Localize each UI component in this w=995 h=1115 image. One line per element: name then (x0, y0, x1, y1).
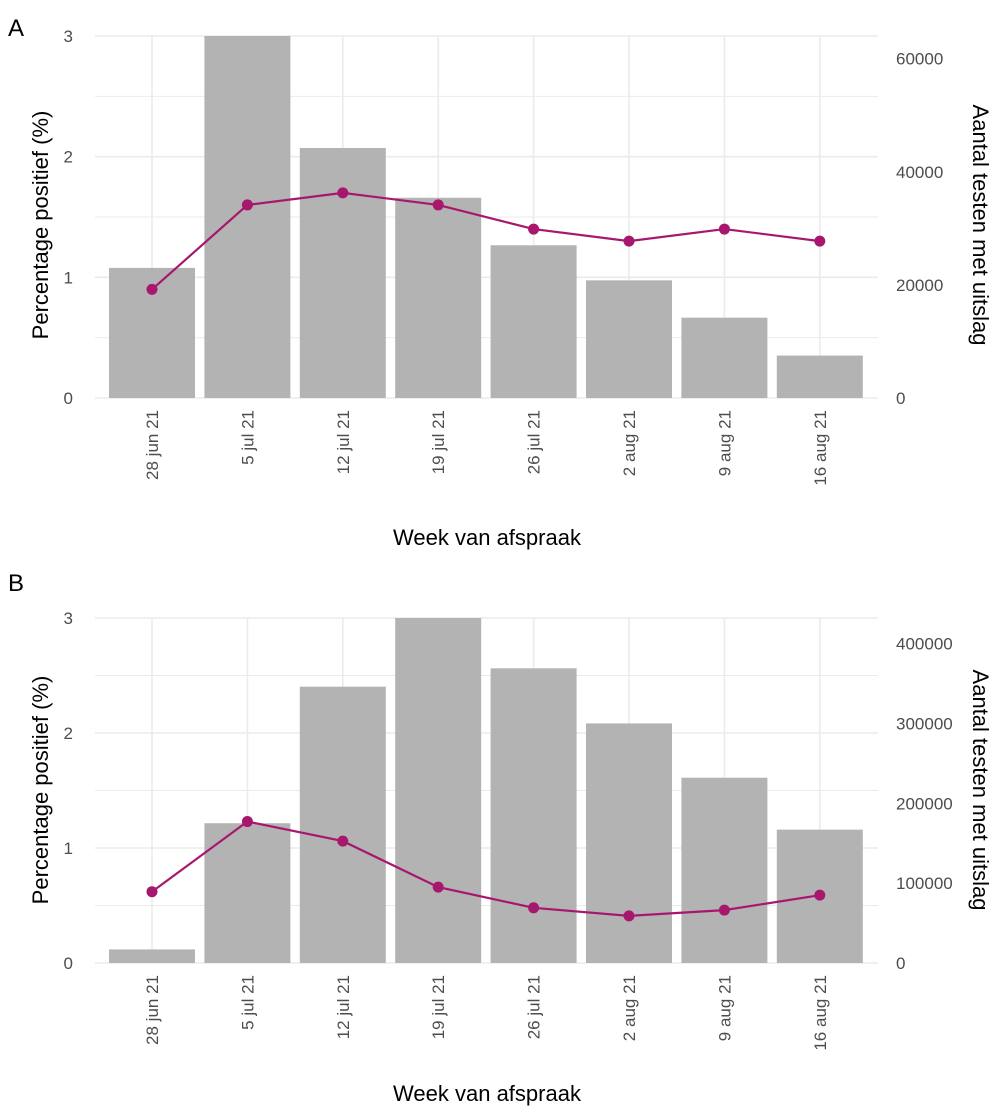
point-a-0 (146, 283, 158, 295)
y-right-tick-b: 200000 (896, 794, 953, 813)
x-axis-title-b: Week van afspraak (393, 1081, 582, 1106)
x-axis-title-a: Week van afspraak (393, 525, 582, 550)
x-tick-a-5: 2 aug 21 (620, 410, 639, 476)
y-left-tick-b: 1 (64, 839, 73, 858)
point-b-4 (528, 902, 540, 914)
x-tick-a-4: 26 jul 21 (525, 410, 544, 474)
y-left-tick-b: 3 (64, 609, 73, 628)
point-b-6 (718, 904, 730, 916)
bar-b-6 (681, 777, 768, 963)
y-right-tick-a: 20000 (896, 276, 943, 295)
line-percentage-positive-a (151, 191, 820, 291)
x-tick-a-2: 12 jul 21 (334, 410, 353, 474)
point-a-2 (337, 187, 349, 199)
chart-a-svg: A 0 1 2 3 0 20000 40000 60000 28 jun 21 5 jul 21 1… (8, 15, 993, 550)
y-left-tick-a: 3 (64, 27, 73, 46)
bar-a-5 (586, 280, 672, 398)
x-tick-b-5: 2 aug 21 (620, 975, 639, 1041)
chart-panel-b: B 0 1 2 3 0 100000 200000 300000 400000 28 jun 21… (0, 555, 995, 1110)
x-tick-a-3: 19 jul 21 (429, 410, 448, 474)
y-left-tick-a: 2 (64, 148, 73, 167)
bar-a-1 (204, 36, 291, 398)
bar-a-2 (299, 147, 386, 398)
line-percentage-positive-b (151, 820, 820, 917)
bar-b-4 (490, 668, 577, 963)
y-axis-right-title-a: Aantal testen met uitslag (968, 105, 993, 346)
y-left-tick-b: 2 (64, 724, 73, 743)
x-tick-b-7: 16 aug 21 (811, 975, 830, 1051)
bar-b-0 (109, 949, 195, 963)
point-a-4 (528, 223, 540, 235)
y-left-tick-b: 0 (64, 954, 73, 973)
x-tick-b-4: 26 jul 21 (525, 975, 544, 1039)
x-tick-b-1: 5 jul 21 (238, 975, 257, 1030)
point-b-1 (241, 816, 253, 828)
point-b-5 (623, 910, 635, 922)
y-left-tick-a: 0 (64, 389, 73, 408)
y-right-tick-b: 300000 (896, 714, 953, 733)
bar-b-2 (299, 686, 386, 963)
chart-panel-a: A 0 1 2 3 0 20000 40000 60000 28 jun 21 5 jul 21 1… (0, 0, 995, 555)
x-tick-b-3: 19 jul 21 (429, 975, 448, 1039)
bar-a-6 (681, 317, 768, 398)
y-left-tick-a: 1 (64, 268, 73, 287)
x-tick-b-0: 28 jun 21 (143, 975, 162, 1045)
y-axis-right-title-b: Aantal testen met uitslag (968, 670, 993, 911)
bar-b-5 (586, 723, 672, 963)
bar-b-3 (395, 618, 482, 963)
x-tick-a-0: 28 jun 21 (143, 410, 162, 480)
point-b-7 (814, 889, 826, 901)
x-tick-a-6: 9 aug 21 (715, 410, 734, 476)
point-a-5 (623, 235, 635, 247)
y-right-tick-a: 40000 (896, 163, 943, 182)
y-right-tick-b: 400000 (896, 635, 953, 654)
chart-b-svg: B 0 1 2 3 0 100000 200000 300000 400000 28 jun 21… (8, 570, 993, 1106)
bar-a-4 (490, 245, 577, 398)
point-b-0 (146, 886, 158, 898)
y-right-tick-a: 0 (896, 389, 905, 408)
bar-b-1 (204, 823, 291, 963)
x-tick-a-7: 16 aug 21 (811, 410, 830, 486)
y-right-tick-b: 0 (896, 954, 905, 973)
y-right-tick-a: 60000 (896, 50, 943, 69)
point-b-2 (337, 835, 349, 847)
y-axis-left-title-a: Percentage positief (%) (28, 111, 53, 340)
bar-a-3 (395, 197, 482, 398)
y-right-tick-b: 100000 (896, 874, 953, 893)
x-tick-b-2: 12 jul 21 (334, 975, 353, 1039)
point-a-6 (718, 223, 730, 235)
point-a-3 (432, 199, 444, 211)
panel-label-a: A (8, 15, 24, 42)
y-axis-left-title-b: Percentage positief (%) (28, 676, 53, 905)
point-a-7 (814, 235, 826, 247)
x-tick-b-6: 9 aug 21 (715, 975, 734, 1041)
x-tick-a-1: 5 jul 21 (238, 410, 257, 465)
point-b-3 (432, 881, 444, 893)
panel-label-b: B (8, 570, 24, 597)
point-a-1 (241, 199, 253, 211)
bar-a-7 (776, 355, 863, 398)
